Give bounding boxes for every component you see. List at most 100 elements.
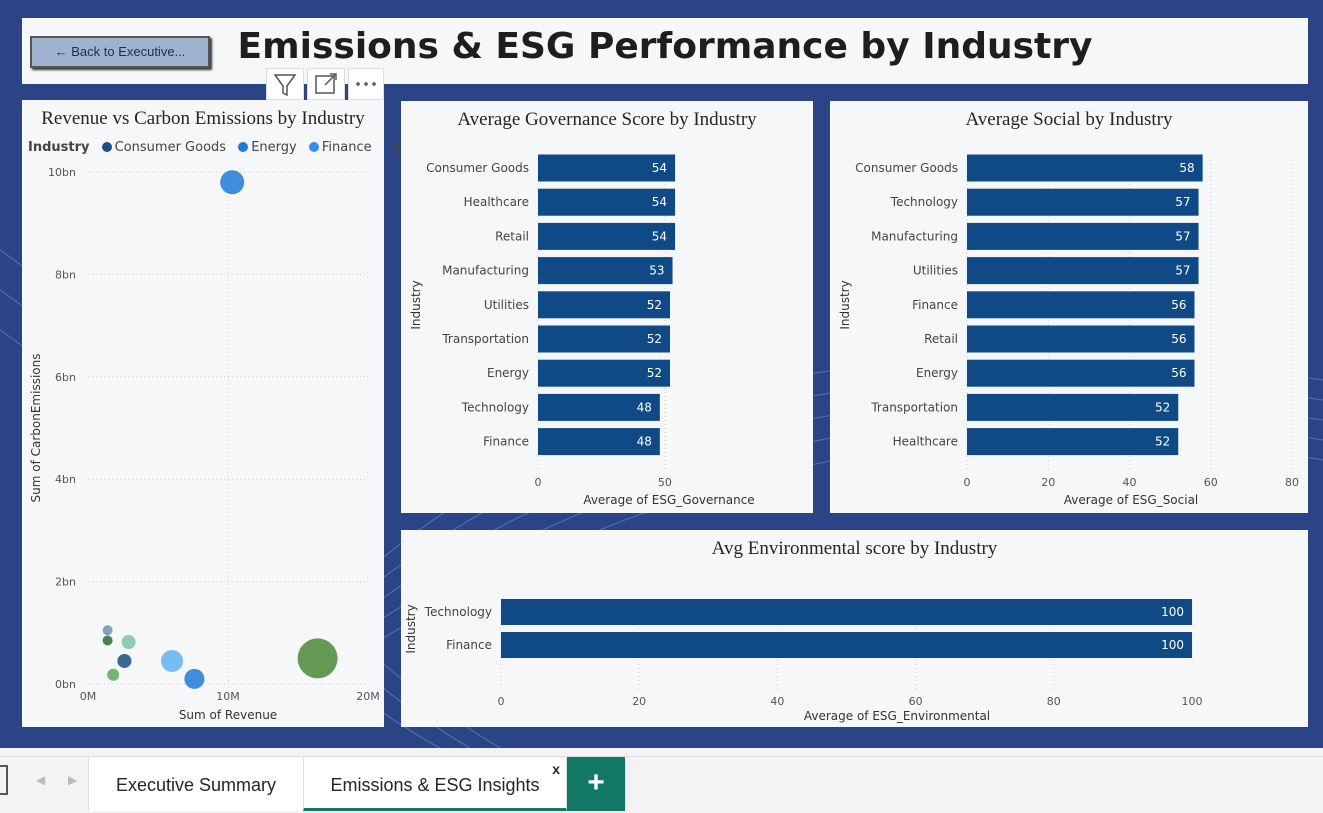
y-axis-title: Sum of CarbonEmissions: [29, 354, 43, 503]
category-label: Healthcare: [893, 435, 958, 449]
data-label: 52: [1155, 435, 1170, 449]
close-tab-icon[interactable]: x: [552, 761, 560, 777]
x-axis-title: Average of ESG_Social: [1064, 493, 1199, 507]
next-page-icon[interactable]: ▶: [68, 773, 78, 787]
back-to-executive-button[interactable]: ← Back to Executive...: [30, 36, 210, 68]
bar: [967, 359, 1195, 387]
x-axis-title: Average of ESG_Environmental: [804, 709, 990, 723]
scatter-point: [184, 668, 205, 689]
governance-title: Average Governance Score by Industry: [457, 109, 757, 130]
scatter-legend: Industry Consumer Goods Energy Finance ▶: [28, 140, 404, 155]
page-nav-box[interactable]: [0, 765, 8, 795]
add-page-button[interactable]: +: [567, 757, 625, 811]
data-label: 48: [637, 400, 652, 414]
data-label: 100: [1161, 605, 1184, 619]
category-label: Finance: [912, 298, 958, 312]
x-tick-label: 10M: [216, 690, 240, 703]
bar: [967, 188, 1199, 216]
bar: [967, 257, 1199, 285]
legend-title: Industry: [28, 140, 90, 155]
data-label: 54: [652, 229, 667, 243]
category-label: Consumer Goods: [855, 161, 958, 175]
x-tick-label: 0M: [80, 690, 97, 703]
data-label: 100: [1161, 638, 1184, 652]
y-axis-title: Industry: [404, 604, 418, 653]
scatter-panel: Revenue vs Carbon Emissions by Industry …: [22, 100, 404, 727]
bar: [967, 428, 1179, 456]
tab-executive-summary[interactable]: Executive Summary: [88, 757, 304, 811]
category-label: Transportation: [441, 332, 529, 346]
x-tick-label: 100: [1182, 695, 1203, 708]
bar: [967, 325, 1195, 353]
x-tick-label: 40: [1123, 476, 1137, 489]
category-label: Manufacturing: [871, 229, 958, 243]
category-label: Utilities: [913, 264, 958, 278]
x-tick-label: 0: [498, 695, 505, 708]
legend-item[interactable]: Consumer Goods: [114, 140, 227, 155]
legend-next-icon[interactable]: ▶: [395, 141, 405, 154]
data-label: 57: [1175, 264, 1190, 278]
category-label: Technology: [890, 195, 958, 209]
environmental-title: Avg Environmental score by Industry: [711, 538, 998, 559]
category-label: Technology: [424, 605, 492, 619]
y-tick-label: 6bn: [55, 371, 76, 384]
data-label: 56: [1171, 366, 1186, 380]
category-label: Energy: [916, 366, 958, 380]
scatter-point: [102, 635, 113, 646]
bar: [538, 154, 676, 182]
more-options-icon[interactable]: [348, 68, 384, 100]
tab-label: Emissions & ESG Insights: [330, 775, 540, 795]
x-tick-label: 60: [1204, 476, 1218, 489]
y-axis-title: Industry: [409, 280, 423, 329]
scatter-point: [102, 625, 113, 636]
bar: [538, 359, 670, 387]
data-label: 57: [1175, 195, 1190, 209]
legend-dot-finance: [308, 142, 319, 152]
data-label: 58: [1179, 161, 1194, 175]
x-tick-label: 50: [658, 476, 672, 489]
bar: [538, 393, 660, 421]
page-title: Emissions & ESG Performance by Industry: [237, 26, 1093, 67]
category-label: Finance: [446, 638, 492, 652]
bar: [538, 222, 676, 250]
focus-mode-icon[interactable]: [307, 68, 345, 100]
x-tick-label: 0: [535, 476, 542, 489]
category-label: Healthcare: [464, 195, 529, 209]
y-tick-label: 10bn: [48, 166, 76, 179]
environmental-bar-chart[interactable]: 0 20 40 60 80 100 Technology 100 Finance 100 Avera…: [401, 530, 1308, 727]
bar: [538, 291, 670, 319]
category-label: Utilities: [484, 298, 529, 312]
legend-item[interactable]: Finance: [321, 140, 372, 155]
bar: [501, 632, 1192, 658]
environmental-panel: Avg Environmental score by Industry 0 20 4…: [401, 530, 1308, 727]
prev-page-icon[interactable]: ◀: [36, 773, 46, 787]
x-tick-label: 0: [964, 476, 971, 489]
y-tick-label: 2bn: [55, 576, 76, 589]
data-label: 48: [637, 435, 652, 449]
social-bar-chart[interactable]: 0 20 40 60 80 Consumer Goods 58 Technology 57 Man…: [830, 101, 1308, 513]
bar: [967, 291, 1195, 319]
filter-icon[interactable]: [266, 68, 304, 100]
x-tick-label: 60: [909, 695, 923, 708]
tab-emissions-esg-insights[interactable]: Emissions & ESG Insights x: [303, 757, 567, 811]
x-axis-title: Sum of Revenue: [179, 708, 277, 722]
legend-item[interactable]: Energy: [251, 140, 297, 155]
bar: [967, 222, 1199, 250]
page-tab-bar: ◀ ▶ Executive Summary Emissions & ESG In…: [0, 756, 1323, 811]
report-canvas: Emissions & ESG Performance by Industry …: [0, 0, 1323, 748]
legend-dot-energy: [238, 142, 249, 152]
x-tick-label: 40: [770, 695, 784, 708]
bar: [967, 154, 1203, 182]
social-panel: Average Social by Industry 0 20 40 60 80 Cons…: [830, 101, 1308, 513]
data-label: 52: [647, 332, 662, 346]
scatter-plot[interactable]: 10bn 8bn 6bn 4bn 2bn 0bn 0M 10M 20M Sum of Revenu…: [22, 100, 384, 727]
governance-bar-chart[interactable]: 0 50 Consumer Goods 54 Healthcare 54 Retail 54 M…: [401, 101, 813, 513]
y-tick-label: 8bn: [55, 268, 76, 281]
data-label: 52: [647, 298, 662, 312]
y-tick-label: 4bn: [55, 473, 76, 486]
y-tick-label: 0bn: [55, 678, 76, 691]
social-title: Average Social by Industry: [965, 109, 1173, 130]
x-axis-title: Average of ESG_Governance: [583, 493, 754, 507]
y-axis-title: Industry: [838, 280, 852, 329]
governance-panel: Average Governance Score by Industry 0 50…: [401, 101, 813, 513]
